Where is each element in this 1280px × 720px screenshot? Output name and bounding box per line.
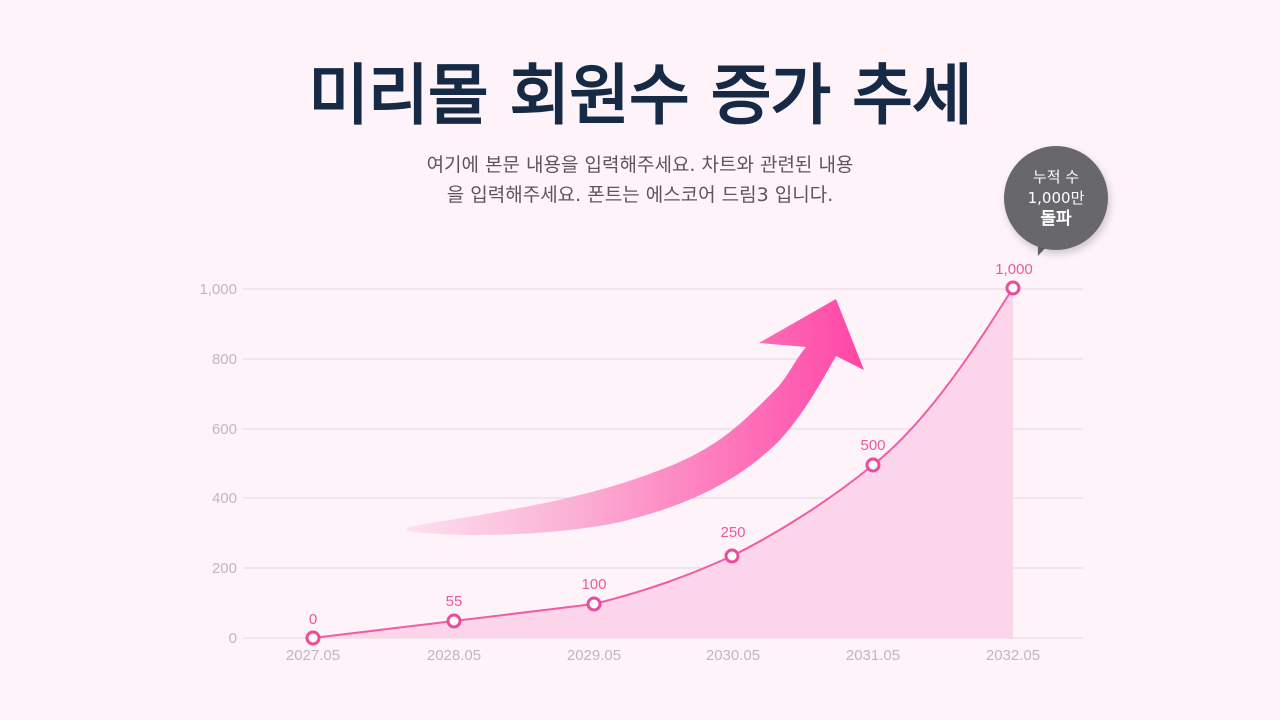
subtitle-line-2: 을 입력해주세요. 폰트는 에스코어 드림3 입니다. xyxy=(446,184,834,206)
callout-line-3: 돌파 xyxy=(1040,208,1072,229)
area-fill xyxy=(313,288,1013,638)
x-tick: 2032.05 xyxy=(986,647,1040,664)
y-axis: 1,000 800 600 400 200 0 xyxy=(199,281,237,647)
x-axis: 2027.05 2028.05 2029.05 2030.05 2031.05 … xyxy=(286,647,1040,664)
y-tick: 1,000 xyxy=(199,281,237,298)
subtitle-line-1: 여기에 본문 내용을 입력해주세요. 차트와 관련된 내용 xyxy=(426,154,854,176)
x-tick: 2029.05 xyxy=(567,647,621,664)
subtitle: 여기에 본문 내용을 입력해주세요. 차트와 관련된 내용 을 입력해주세요. … xyxy=(0,150,1280,210)
trend-arrow-icon xyxy=(406,299,864,535)
y-tick: 0 xyxy=(229,630,237,647)
callout-bubble: 누적 수 1,000만 돌파 xyxy=(1004,146,1108,250)
x-tick: 2028.05 xyxy=(427,647,481,664)
x-tick: 2027.05 xyxy=(286,647,340,664)
y-tick: 400 xyxy=(212,490,237,507)
callout-line-1: 누적 수 xyxy=(1032,167,1080,186)
y-tick: 600 xyxy=(212,421,237,438)
data-point xyxy=(446,613,462,629)
data-point xyxy=(1005,280,1021,296)
data-label: 500 xyxy=(860,437,885,454)
callout-line-2: 1,000만 xyxy=(1027,188,1085,207)
data-point xyxy=(586,596,602,612)
x-tick: 2030.05 xyxy=(706,647,760,664)
data-label: 100 xyxy=(581,576,606,593)
y-tick: 800 xyxy=(212,351,237,368)
page-title: 미리몰 회원수 증가 추세 xyxy=(308,57,972,134)
data-label: 0 xyxy=(309,611,317,628)
data-label: 55 xyxy=(446,593,463,610)
data-markers xyxy=(305,280,1021,646)
y-tick: 200 xyxy=(212,560,237,577)
data-point xyxy=(865,457,881,473)
data-labels: 0 55 100 250 500 1,000 xyxy=(309,261,1033,628)
data-point xyxy=(724,548,740,564)
data-label: 250 xyxy=(720,524,745,541)
series-line xyxy=(312,287,1014,639)
data-label: 1,000 xyxy=(995,261,1033,278)
x-tick: 2031.05 xyxy=(846,647,900,664)
data-point xyxy=(305,630,321,646)
